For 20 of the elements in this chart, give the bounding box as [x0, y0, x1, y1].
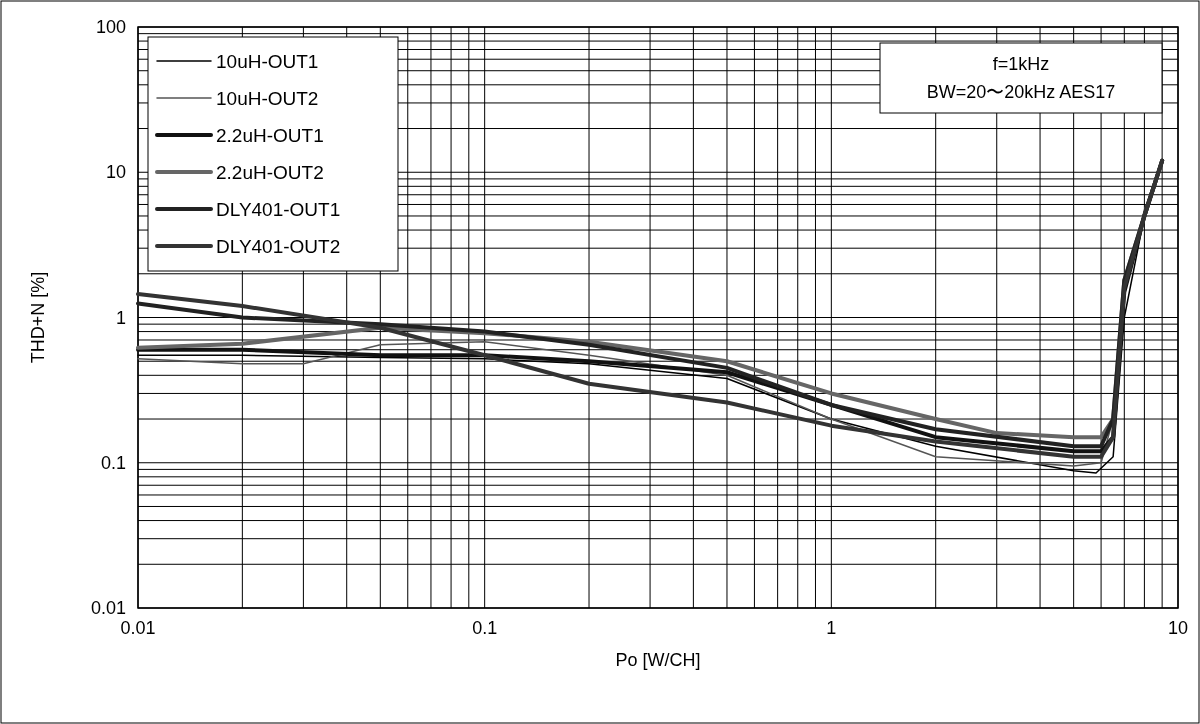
legend-label: DLY401-OUT2 — [216, 236, 341, 257]
y-tick-label: 10 — [105, 162, 126, 183]
y-tick-label: 0.01 — [90, 598, 126, 618]
x-tick-label: 0.1 — [472, 618, 498, 638]
legend-label: 2.2uH-OUT2 — [216, 162, 324, 183]
y-tick-label: 100 — [95, 17, 126, 37]
y-tick-label: 0.1 — [100, 452, 126, 473]
y-tick-label: 1 — [115, 307, 126, 328]
legend-label: 2.2uH-OUT1 — [216, 125, 324, 146]
annotation: BW=20〜20kHz AES17 — [926, 82, 1116, 102]
x-tick-label: 1 — [826, 618, 837, 638]
legend-label: 10uH-OUT1 — [216, 51, 319, 72]
x-tick-label: 10 — [1167, 618, 1189, 638]
legend-label: 10uH-OUT2 — [216, 88, 319, 109]
note: f=1kHz BW=20〜20kHz AES17 — [879, 42, 1163, 114]
legend-label: DLY401-OUT1 — [216, 199, 341, 220]
y-axis-title: THD+N [%] — [28, 271, 48, 364]
x-tick-label: 0.01 — [120, 618, 156, 638]
annotation: f=1kHz — [992, 54, 1050, 74]
x-axis-title: Po [W/CH] — [615, 650, 701, 670]
